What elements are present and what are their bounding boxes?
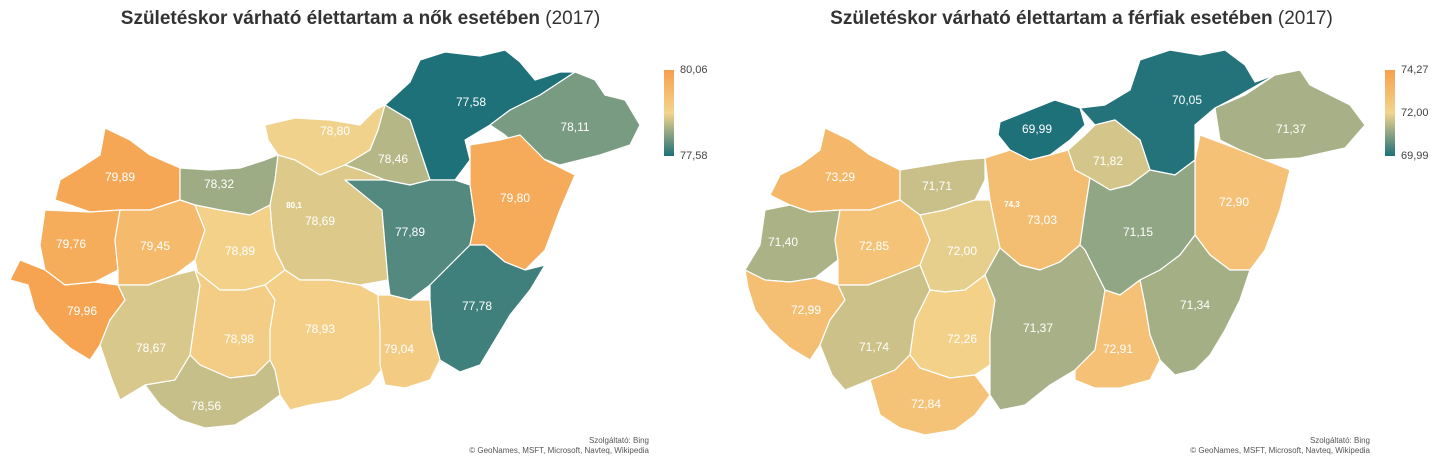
men-legend-gradient [1385, 70, 1395, 156]
men-credit-sources: © GeoNames, MSFT, Microsoft, Navteq, Wik… [1190, 446, 1370, 455]
men-choropleth-map: 69,99 70,05 71,37 73,29 71,71 71,82 74,3 73,03 7… [744, 49, 1366, 436]
women-legend-gradient [664, 70, 674, 156]
men-title-main: Születéskor várható élettartam a férfiak… [830, 8, 1273, 29]
men-map-title: Születéskor várható élettartam a férfiak… [721, 8, 1442, 30]
men-county-region [1074, 279, 1161, 389]
men-title-year: (2017) [1277, 8, 1333, 29]
women-county-value-label: 78,98 [224, 332, 254, 346]
men-credit-provider: Szolgáltató: Bing [1309, 436, 1370, 445]
men-county-value-label: 69,99 [1022, 122, 1052, 136]
women-county-value-label: 79,45 [140, 239, 170, 253]
women-county-value-label: 78,69 [305, 214, 335, 228]
women-county-value-label: 78,11 [560, 120, 589, 134]
women-county-value-label: 78,89 [225, 244, 255, 258]
women-county-region [377, 294, 441, 389]
men-county-value-label: 71,71 [922, 179, 952, 193]
women-credit-sources: © GeoNames, MSFT, Microsoft, Navteq, Wik… [469, 446, 649, 455]
women-county-value-label: 78,32 [204, 177, 234, 191]
women-county-value-label: 79,04 [384, 342, 414, 356]
men-county-value-label: 72,99 [791, 303, 821, 317]
women-county-value-label: 77,58 [456, 95, 486, 109]
women-legend-min: 77,58 [680, 150, 708, 162]
women-county-value-label: 78,56 [191, 399, 221, 413]
men-county-value-label: 72,00 [947, 244, 977, 258]
men-county-value-label: 73,29 [825, 170, 855, 184]
men-county-value-label: 72,90 [1219, 195, 1249, 209]
men-county-value-label: 72,91 [1103, 342, 1133, 356]
men-county-value-label: 71,34 [1180, 298, 1210, 312]
men-county-value-label: 73,03 [1027, 213, 1057, 227]
women-county-value-label: 78,67 [136, 341, 166, 355]
men-county-value-label: 71,40 [768, 235, 798, 249]
men-legend-min: 69,99 [1401, 150, 1429, 162]
women-county-value-label: 78,46 [378, 152, 408, 166]
men-county-region [997, 99, 1086, 161]
women-title-year: (2017) [545, 8, 601, 29]
women-choropleth-map: 77,58 78,11 78,80 78,46 79,89 78,32 80,178,69 7… [9, 49, 641, 429]
women-legend-max: 80,06 [680, 64, 708, 76]
men-county-value-label: 74,3 [1004, 200, 1020, 209]
men-county-region [869, 354, 991, 436]
men-map-credit: Szolgáltató: Bing © GeoNames, MSFT, Micr… [1190, 436, 1370, 456]
women-title-main: Születéskor várható élettartam a nők ese… [120, 8, 540, 29]
women-county-value-label: 77,89 [395, 225, 425, 239]
women-county-region [114, 199, 206, 286]
women-county-value-label: 78,93 [305, 322, 335, 336]
men-county-region [744, 204, 841, 283]
women-county-region [144, 354, 281, 429]
men-legend-max: 74,27 [1401, 64, 1429, 76]
men-county-value-label: 71,37 [1023, 321, 1053, 335]
women-county-region [264, 269, 386, 411]
women-county-value-label: 79,80 [500, 191, 530, 205]
women-county-region [469, 134, 576, 271]
women-credit-provider: Szolgáltató: Bing [588, 436, 649, 445]
women-map-title: Születéskor várható élettartam a nők ese… [0, 8, 721, 30]
women-map-panel: Születéskor várható élettartam a nők ese… [0, 8, 721, 456]
men-county-value-label: 72,84 [911, 397, 941, 411]
women-county-value-label: 79,89 [105, 170, 135, 184]
men-county-value-label: 71,15 [1123, 225, 1153, 239]
women-county-value-label: 78,80 [320, 124, 350, 138]
women-county-value-label: 77,78 [462, 299, 492, 313]
women-county-region [39, 209, 121, 286]
women-county-value-label: 79,76 [56, 237, 86, 251]
men-legend-mid: 72,00 [1401, 107, 1429, 119]
men-county-value-label: 72,26 [947, 332, 977, 346]
women-map-credit: Szolgáltató: Bing © GeoNames, MSFT, Micr… [469, 436, 649, 456]
men-map-panel: Születéskor várható élettartam a férfiak… [721, 0, 1442, 464]
women-county-value-label: 79,96 [67, 304, 97, 318]
women-county-value-label: 80,1 [286, 201, 302, 210]
men-county-value-label: 71,74 [859, 340, 889, 354]
men-county-value-label: 71,82 [1093, 154, 1123, 168]
men-county-value-label: 72,85 [859, 239, 889, 253]
men-county-value-label: 70,05 [1172, 93, 1202, 107]
men-county-value-label: 71,37 [1276, 122, 1306, 136]
